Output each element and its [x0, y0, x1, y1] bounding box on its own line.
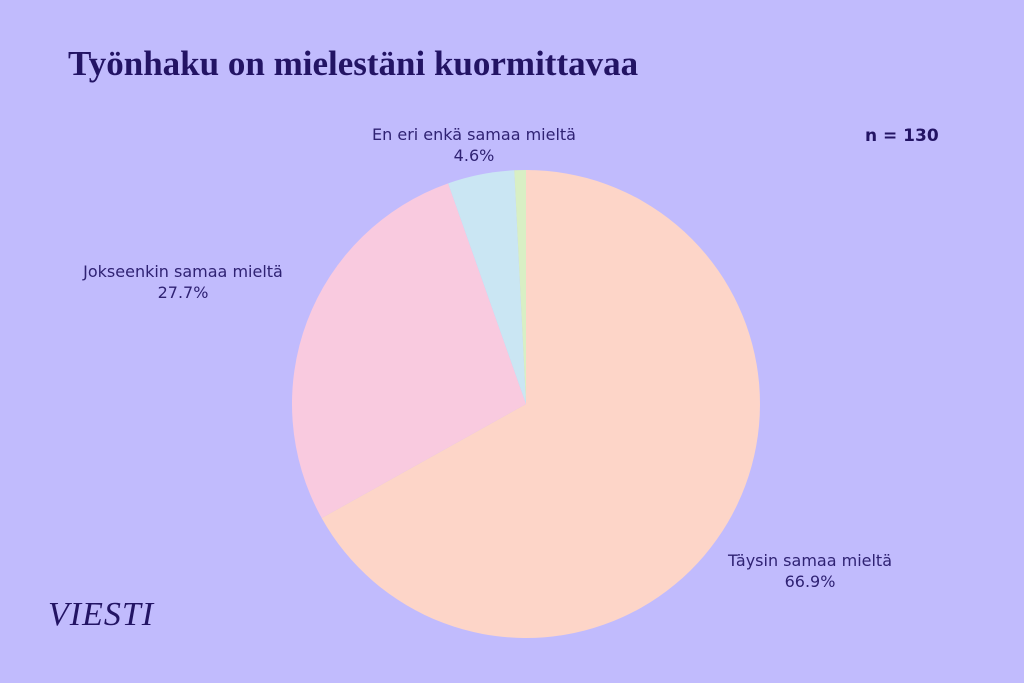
slice-label-jokseenkin: Jokseenkin samaa mieltä 27.7% — [83, 261, 283, 303]
viesti-logo: VIESTI — [48, 596, 155, 633]
pie-slice-2 — [448, 170, 526, 404]
slice-value-text: 27.7% — [157, 283, 209, 302]
slice-label-text: Täysin samaa mieltä — [727, 551, 893, 570]
slice-label-text: Jokseenkin samaa mieltä — [83, 262, 283, 281]
pie-slice-0 — [321, 170, 760, 638]
slice-label-text: En eri enkä samaa mieltä — [372, 125, 576, 144]
pie-slice-3 — [514, 170, 526, 404]
sample-size: n = 130 — [865, 126, 939, 146]
chart-title: Työnhaku on mielestäni kuormittavaa — [68, 44, 639, 83]
slice-value-text: 4.6% — [453, 146, 495, 165]
slice-label-en-eri: En eri enkä samaa mieltä 4.6% — [372, 124, 576, 166]
slice-label-taysin: Täysin samaa mieltä 66.9% — [728, 550, 892, 592]
slice-value-text: 66.9% — [784, 572, 836, 591]
pie-slice-1 — [291, 183, 526, 519]
